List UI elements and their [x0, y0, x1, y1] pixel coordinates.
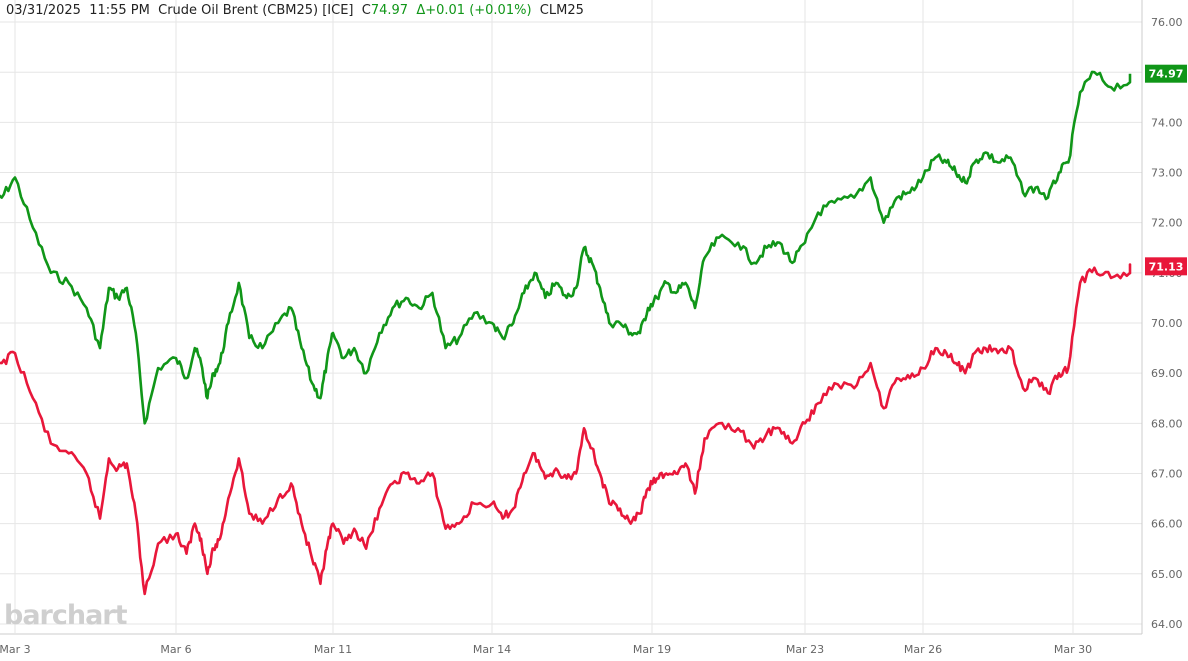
- y-tick-label: 73.00: [1151, 167, 1183, 180]
- last-price-badge: [1145, 257, 1187, 276]
- x-tick-label: Mar 11: [314, 643, 352, 656]
- header-change: Δ+0.01 (+0.01%): [416, 3, 532, 18]
- y-tick-label: 72.00: [1151, 217, 1183, 230]
- y-tick-label: 66.00: [1151, 518, 1183, 531]
- y-tick-label: 68.00: [1151, 417, 1183, 430]
- lower-price-line: [0, 263, 1132, 596]
- x-axis: Mar 3 Mar 6 Mar 11 Mar 14 Mar 19 Mar 23 Mar 26…: [0, 643, 1092, 656]
- x-tick-label: Mar 30: [1054, 643, 1092, 656]
- y-tick-label: 74.00: [1151, 116, 1183, 129]
- last-price-label: 71.13: [1149, 260, 1184, 273]
- y-tick-label: 69.00: [1151, 367, 1183, 380]
- chart-header: 03/31/2025 11:55 PM Crude Oil Brent (CBM…: [6, 3, 584, 18]
- x-tick-label: Mar 23: [786, 643, 824, 656]
- header-symbol: CLM25: [539, 3, 584, 18]
- x-tick-label: Mar 6: [160, 643, 191, 656]
- upper-price-line: [0, 70, 1132, 425]
- x-tick-label: Mar 3: [0, 643, 31, 656]
- y-tick-label: 70.00: [1151, 317, 1183, 330]
- y-axis: 64.0065.0066.0067.0068.0069.0070.0071.00…: [1151, 16, 1183, 631]
- last-price-badge: [1145, 64, 1187, 83]
- y-tick-label: 76.00: [1151, 16, 1183, 29]
- header-date: 03/31/2025: [6, 3, 81, 18]
- barchart-logo: barchart: [4, 600, 128, 631]
- header-time: 11:55 PM: [89, 3, 150, 18]
- x-tick-label: Mar 19: [633, 643, 671, 656]
- last-price-labels: 74.97 71.13: [1145, 64, 1187, 276]
- x-tick-label: Mar 26: [904, 643, 942, 656]
- header-instrument: Crude Oil Brent (CBM25) [ICE]: [158, 3, 354, 18]
- y-tick-label: 67.00: [1151, 467, 1183, 480]
- series-group: [0, 70, 1132, 596]
- header-close-prefix: C: [361, 3, 371, 18]
- header-close-value: 74.97: [370, 3, 409, 18]
- y-tick-label: 64.00: [1151, 618, 1183, 631]
- last-price-label: 74.97: [1149, 68, 1184, 81]
- y-tick-label: 65.00: [1151, 568, 1183, 581]
- x-tick-label: Mar 14: [473, 643, 511, 656]
